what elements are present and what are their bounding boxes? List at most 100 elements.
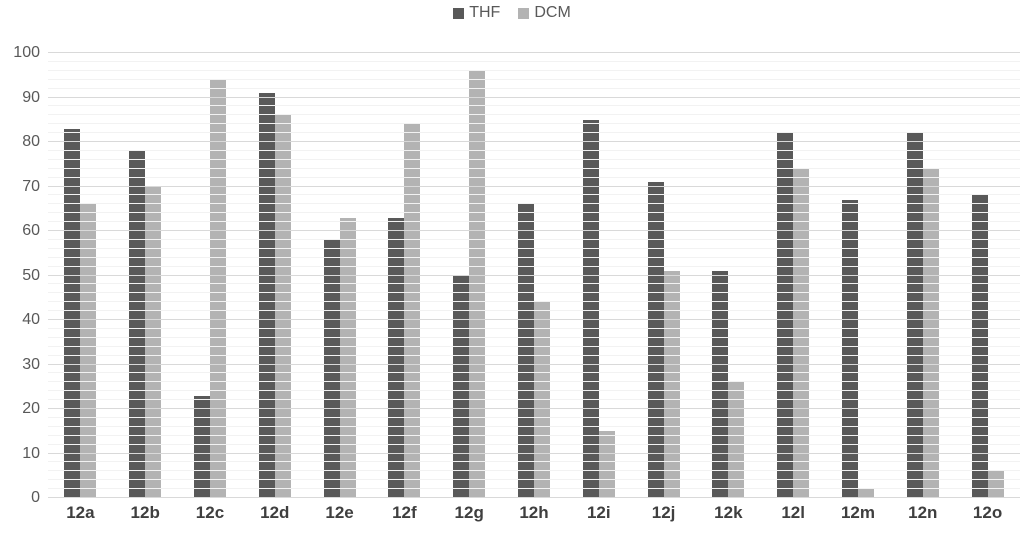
minor-gridline [48, 78, 1020, 80]
bar-dcm-12k [728, 382, 745, 498]
minor-gridline [48, 488, 1020, 490]
bar-group-12n [890, 53, 955, 498]
y-tick-label: 50 [22, 266, 40, 284]
bar-group-12a [48, 53, 113, 498]
minor-gridline [48, 327, 1020, 329]
bar-group-12j [631, 53, 696, 498]
major-gridline [48, 96, 1020, 98]
y-tick-label: 40 [22, 311, 40, 328]
minor-gridline [48, 399, 1020, 401]
minor-gridline [48, 194, 1020, 196]
bar-dcm-12j [663, 271, 680, 498]
bar-thf-12o [971, 195, 988, 498]
bar-thf-12k [712, 271, 729, 498]
bar-thf-12a [64, 128, 81, 498]
bar-thf-12e [323, 239, 340, 498]
major-gridline [48, 185, 1020, 187]
minor-gridline [48, 132, 1020, 134]
plot-area [48, 52, 1020, 498]
bar-thf-12m [841, 199, 858, 498]
x-category-label-12c: 12c [195, 503, 225, 522]
bar-group-12b [113, 53, 178, 498]
bar-dcm-12e [339, 217, 356, 498]
bar-group-12e [307, 53, 372, 498]
bar-thf-12d [258, 93, 275, 498]
bar-thf-12g [453, 275, 470, 498]
bar-dcm-12g [469, 70, 486, 498]
minor-gridline [48, 434, 1020, 436]
bar-groups [48, 53, 1020, 498]
major-gridline [48, 408, 1020, 409]
bar-group-12d [242, 53, 307, 498]
bar-thf-12c [193, 395, 210, 498]
y-tick-label: 80 [22, 133, 40, 150]
minor-gridline [48, 425, 1020, 427]
minor-gridline [48, 292, 1020, 294]
major-gridline [48, 52, 1020, 53]
x-category-label-12g: 12g [454, 503, 484, 522]
major-gridline [48, 274, 1020, 276]
bar-group-12h [502, 53, 567, 498]
y-tick-label: 100 [13, 44, 40, 61]
minor-gridline [48, 105, 1020, 107]
x-category-label-12i: 12i [586, 503, 611, 522]
major-gridline [48, 141, 1020, 142]
minor-gridline [48, 416, 1020, 418]
bar-dcm-12d [274, 115, 291, 498]
x-category-label-12b: 12b [130, 503, 160, 522]
bar-group-12k [696, 53, 761, 498]
bar-group-12f [372, 53, 437, 498]
bar-group-12i [566, 53, 631, 498]
bar-dcm-12l [793, 168, 810, 498]
minor-gridline [48, 479, 1020, 481]
x-category-label-12m: 12m [840, 503, 875, 522]
x-category-label-12h: 12h [519, 503, 549, 522]
x-category-label-12k: 12k [714, 503, 743, 522]
bar-dcm-12c [209, 79, 226, 498]
major-gridline [48, 230, 1020, 231]
bar-dcm-12o [987, 471, 1004, 498]
minor-gridline [48, 69, 1020, 71]
minor-gridline [48, 60, 1020, 62]
y-axis: 0 10 20 30 40 50 60 70 80 90 100 [0, 45, 40, 506]
minor-gridline [48, 381, 1020, 383]
minor-gridline [48, 345, 1020, 347]
minor-gridline [48, 238, 1020, 240]
x-axis: 12a 12b 12c 12d 12e 12f 12g 12h 12i 12j 12k 12l 12m 1… [48, 503, 1020, 523]
bar-dcm-12i [598, 431, 615, 498]
bar-thf-12j [647, 182, 664, 498]
y-tick-label: 90 [22, 88, 40, 106]
bar-dcm-12b [145, 186, 162, 498]
bar-thf-12n [906, 133, 923, 498]
x-category-label-12d: 12d [260, 503, 290, 522]
bar-group-12o [955, 53, 1020, 498]
bar-group-12l [761, 53, 826, 498]
x-category-label-12f: 12f [392, 503, 417, 522]
minor-gridline [48, 461, 1020, 463]
y-tick-label: 10 [22, 444, 40, 462]
dcm-series-swatch-icon [518, 7, 530, 19]
y-tick-label: 60 [22, 222, 40, 239]
bar-group-12m [826, 53, 891, 498]
minor-gridline [48, 443, 1020, 445]
chart-legend: THF DCM [0, 2, 1024, 24]
minor-gridline [48, 176, 1020, 178]
minor-gridline [48, 470, 1020, 472]
y-tick-label: 70 [22, 177, 40, 195]
bar-dcm-12n [922, 168, 939, 498]
y-tick-label: 30 [22, 355, 40, 373]
bar-thf-12f [388, 217, 405, 498]
bar-group-12g [437, 53, 502, 498]
minor-gridline [48, 301, 1020, 303]
major-gridline [48, 319, 1020, 320]
bar-thf-12i [582, 119, 599, 498]
legend-entry-thf: THF [453, 5, 500, 21]
y-tick-label: 20 [22, 400, 40, 417]
bar-group-12c [178, 53, 243, 498]
minor-gridline [48, 203, 1020, 205]
minor-gridline [48, 310, 1020, 312]
major-gridline [48, 452, 1020, 454]
minor-gridline [48, 221, 1020, 223]
minor-gridline [48, 283, 1020, 285]
